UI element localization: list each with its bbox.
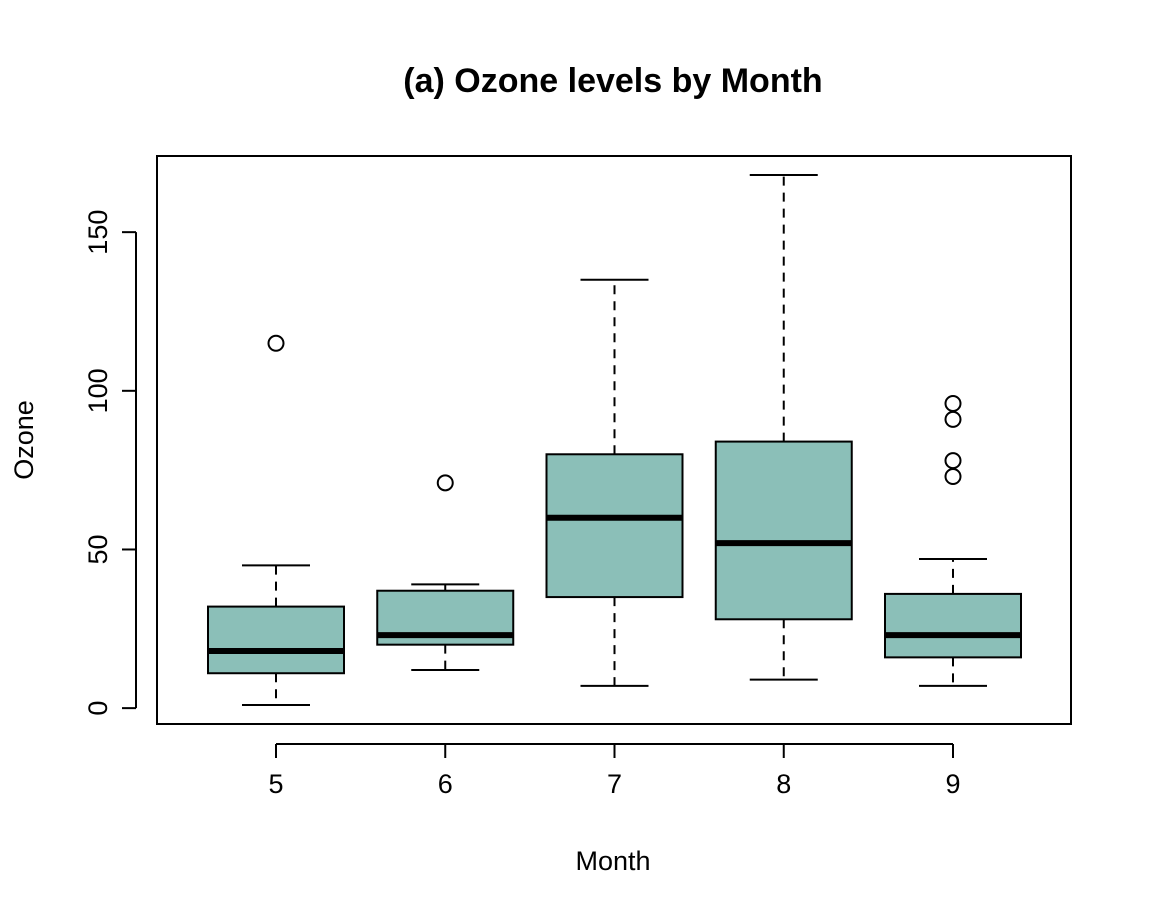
outlier-point [436, 474, 454, 492]
outlier-point [944, 467, 962, 485]
x-tick-label: 7 [607, 769, 622, 799]
y-tick-label: 100 [83, 368, 113, 413]
box-month-6 [376, 474, 515, 672]
x-axis: 5 6 7 8 9 [268, 743, 961, 799]
iqr-box [714, 440, 853, 621]
box-month-7 [545, 278, 684, 687]
outlier-point [267, 334, 285, 352]
outlier-point [944, 452, 962, 470]
iqr-box [207, 605, 345, 675]
y-tick-label: 50 [83, 534, 113, 564]
x-axis-label: Month [575, 846, 650, 876]
y-tick-label: 0 [83, 701, 113, 716]
chart-title: (a) Ozone levels by Month [403, 62, 822, 100]
y-axis: 0 50 100 150 [83, 210, 137, 716]
box-month-5 [207, 334, 345, 706]
iqr-box [884, 592, 1022, 659]
x-tick-label: 6 [438, 769, 453, 799]
iqr-box [545, 453, 684, 599]
y-axis-label: Ozone [9, 400, 39, 480]
box-month-8 [714, 174, 853, 681]
plot-frame [156, 155, 1072, 725]
x-tick-label: 5 [268, 769, 283, 799]
y-tick-label: 150 [83, 210, 113, 255]
outlier-point [944, 395, 962, 413]
boxes-group [207, 174, 1022, 706]
outlier-point [944, 410, 962, 428]
x-tick-label: 8 [776, 769, 791, 799]
box-month-9 [884, 395, 1022, 687]
x-tick-label: 9 [945, 769, 960, 799]
